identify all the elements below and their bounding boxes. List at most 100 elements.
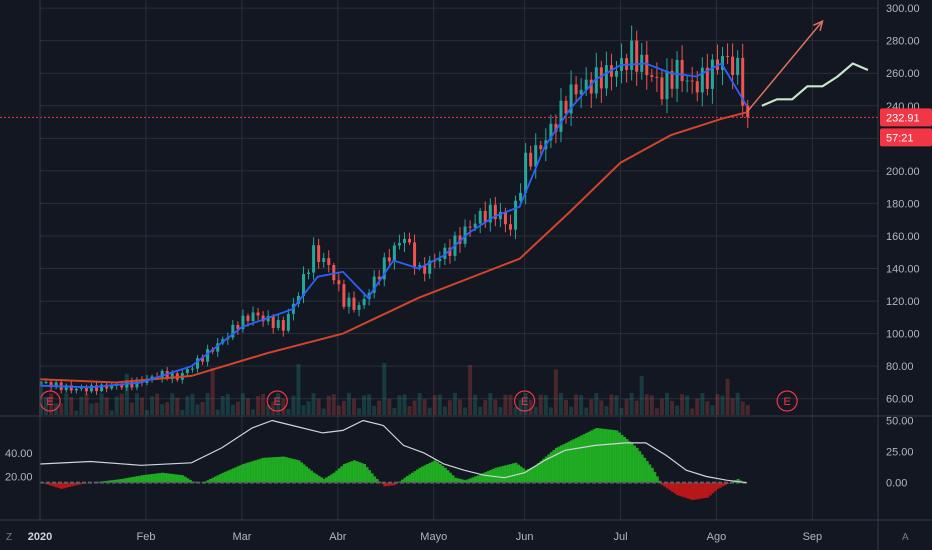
osc-bar (264, 457, 268, 483)
osc-bar (229, 469, 233, 483)
volume-bar (281, 398, 286, 415)
osc-bar (244, 463, 248, 483)
volume-bar (710, 405, 715, 415)
earnings-marker[interactable] (776, 390, 798, 412)
volume-bar (538, 394, 543, 415)
osc-bar (630, 443, 634, 483)
candle-body (246, 315, 250, 321)
osc-bar (158, 473, 162, 483)
candle-body (372, 276, 376, 293)
price-tick-label: 160.00 (886, 231, 920, 243)
osc-bar (506, 464, 510, 483)
osc-bar (370, 473, 374, 483)
candle-body (645, 54, 649, 76)
volume-bar (442, 406, 447, 415)
auto-scale-button[interactable]: A (902, 532, 909, 543)
osc-bar (612, 430, 616, 483)
candle-body (741, 57, 745, 106)
candle-body (95, 385, 99, 392)
candle-body (195, 358, 199, 369)
time-tick-label: Ago (707, 531, 727, 543)
osc-bar (345, 463, 349, 483)
volume-bar (362, 395, 367, 415)
osc-bar (55, 482, 59, 488)
candle-body (362, 298, 366, 306)
osc-bar (277, 456, 281, 483)
candle-body (64, 385, 68, 391)
candle-body (534, 145, 538, 167)
osc-bar (686, 482, 690, 499)
volume-bar (104, 397, 109, 415)
osc-bar (368, 470, 372, 483)
osc-bar (75, 482, 79, 486)
osc-bar (133, 476, 137, 483)
candle-body (443, 247, 447, 259)
volume-bar (190, 393, 195, 415)
earnings-marker[interactable] (514, 390, 536, 412)
volume-bar (210, 367, 215, 415)
osc-bar (718, 482, 722, 488)
volume-bar (533, 406, 538, 415)
volume-bar (155, 393, 160, 415)
osc-bar (123, 478, 127, 483)
candle-body (327, 258, 331, 266)
osc-bar (113, 479, 117, 483)
osc-bar (681, 482, 685, 497)
osc-bar (431, 461, 435, 483)
candle-body (251, 312, 255, 321)
osc-bar (532, 466, 536, 483)
osc-bar (512, 463, 515, 483)
osc-bar (327, 475, 331, 483)
volume-bar (79, 396, 84, 415)
osc-bar (663, 482, 667, 487)
osc-tick-right: 0.00 (886, 478, 907, 490)
osc-bar (156, 473, 160, 483)
candle-body (332, 265, 336, 281)
time-tick-label: 2020 (28, 531, 52, 543)
osc-bar (605, 429, 609, 483)
candle-body (342, 284, 346, 307)
osc-bar (67, 482, 71, 488)
price-tick-label: 120.00 (886, 296, 920, 308)
osc-bar (671, 482, 674, 492)
osc-bar (577, 436, 581, 483)
osc-bar (542, 458, 546, 483)
candle-body (352, 297, 356, 310)
candle-body (382, 257, 386, 280)
volume-bar (124, 373, 129, 415)
volume-bar (447, 400, 452, 415)
osc-bar (135, 476, 139, 483)
osc-bar (471, 477, 475, 483)
volume-bar (326, 395, 331, 415)
volume-bar (180, 409, 185, 415)
candle-body (347, 297, 351, 307)
osc-bar (246, 462, 250, 483)
osc-bar (128, 477, 132, 483)
osc-bar (130, 477, 134, 483)
osc-bar (628, 441, 632, 483)
osc-bar (585, 432, 589, 483)
volume-bar (478, 406, 483, 415)
volume-bar (664, 393, 669, 415)
volume-bar (245, 398, 250, 415)
corner-left-label[interactable]: Z (6, 532, 12, 543)
volume-bar (392, 407, 397, 415)
volume-bar (483, 399, 488, 415)
volume-bar (291, 395, 296, 415)
candle-body (514, 200, 518, 230)
osc-bar (398, 481, 402, 483)
volume-bar (528, 399, 533, 415)
osc-bar (358, 462, 361, 483)
volume-bar (119, 393, 124, 415)
earnings-marker[interactable] (266, 390, 288, 412)
osc-bar (456, 478, 460, 483)
volume-bar (700, 393, 705, 415)
time-tick-label: Mayo (420, 531, 447, 543)
candle-body (296, 296, 300, 304)
osc-bar (65, 482, 69, 488)
candle-body (488, 204, 492, 223)
osc-bar (587, 431, 591, 483)
osc-bar (50, 482, 54, 486)
